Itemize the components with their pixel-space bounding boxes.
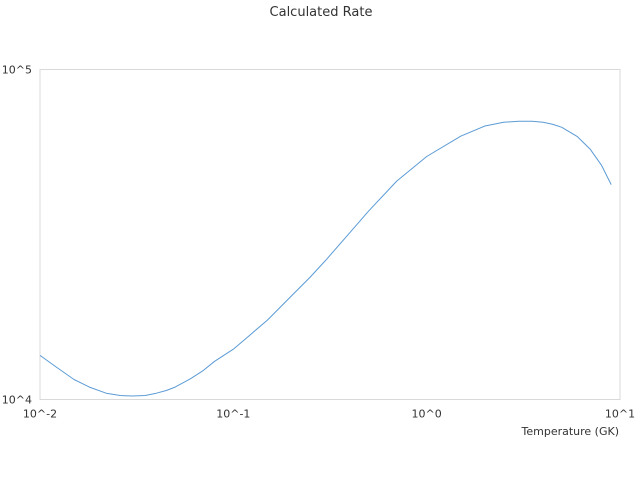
- series-layer: [39, 120, 612, 397]
- y-tick-label: 10^4: [2, 394, 32, 407]
- x-axis-label: Temperature (GK): [521, 425, 620, 438]
- chart-title: Calculated Rate: [270, 5, 373, 20]
- y-axis-ticks: 10^4 10^5: [2, 64, 32, 407]
- x-tick-label: 10^1: [605, 408, 635, 421]
- x-tick-label: 10^0: [412, 408, 442, 421]
- x-tick-label: 10^-1: [216, 408, 250, 421]
- plot-area-frame: [39, 69, 621, 400]
- series-line: [39, 120, 612, 397]
- y-tick-label: 10^5: [2, 64, 32, 77]
- x-axis-ticks: 10^-2 10^-1 10^0 10^1: [23, 408, 635, 421]
- x-tick-label: 10^-2: [23, 408, 57, 421]
